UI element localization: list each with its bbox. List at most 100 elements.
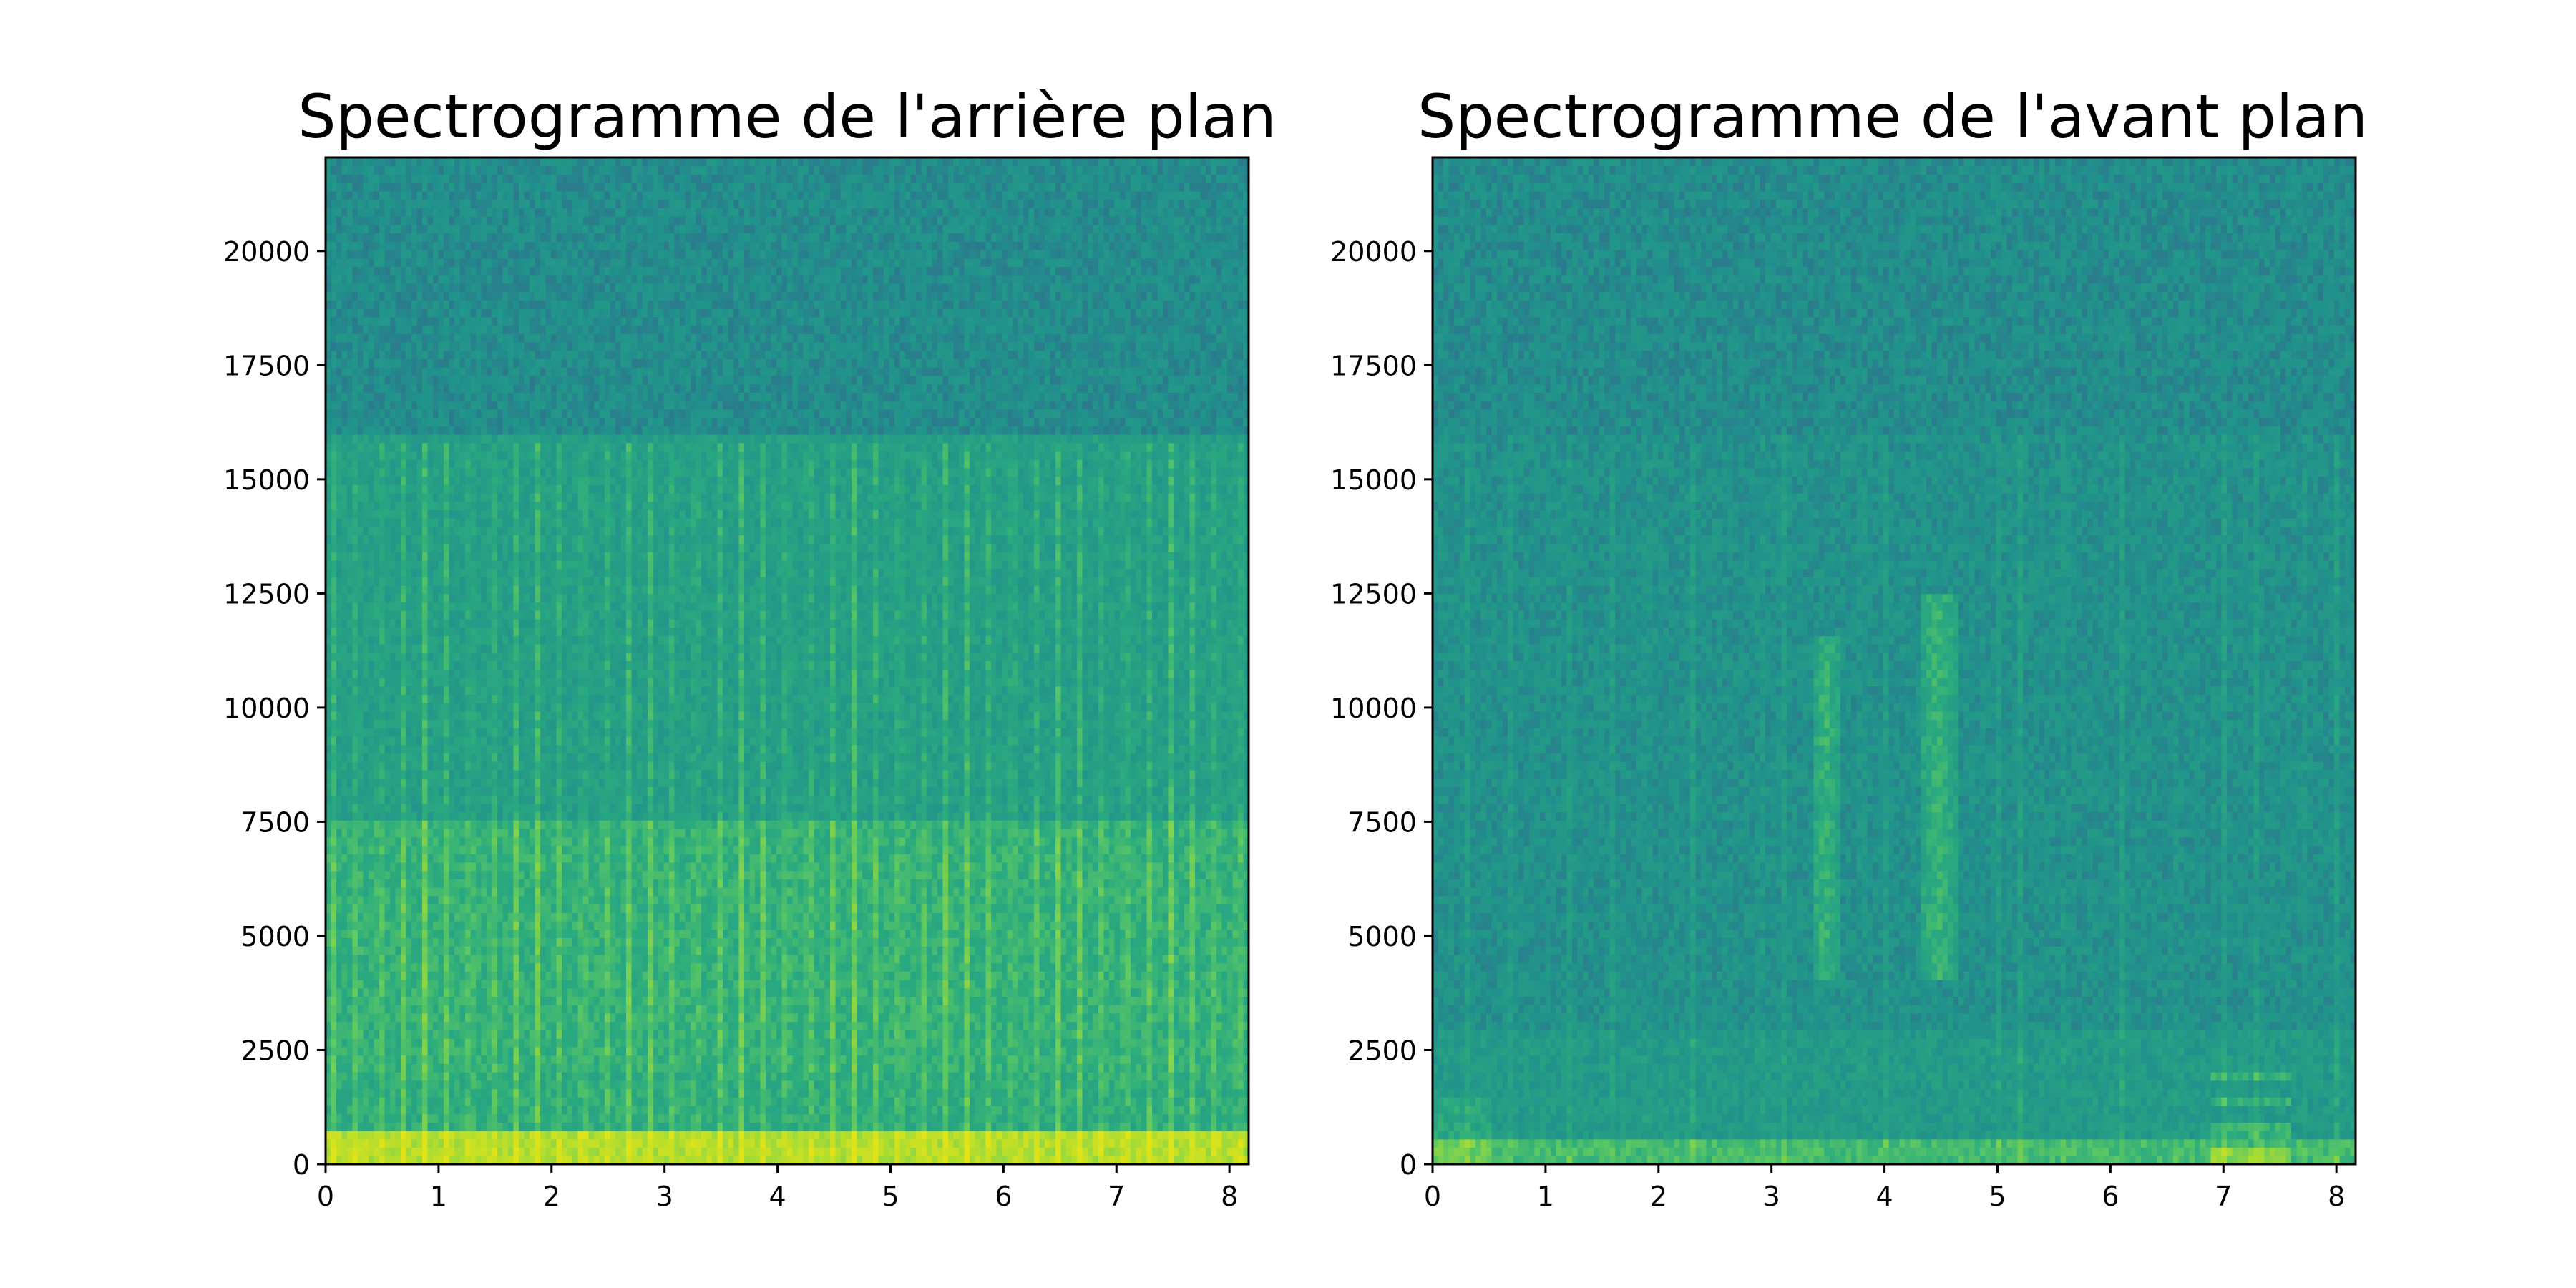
heatmap-cell <box>379 1097 385 1106</box>
heatmap-cell <box>385 804 391 812</box>
heatmap-cell <box>336 333 342 342</box>
heatmap-cell <box>331 653 337 661</box>
heatmap-cell <box>411 527 417 535</box>
heatmap-cell <box>364 1030 369 1038</box>
heatmap-cell <box>417 812 423 821</box>
heatmap-cell <box>358 887 364 896</box>
heatmap-cell <box>369 1148 374 1156</box>
heatmap-cell <box>353 594 358 602</box>
heatmap-cell <box>406 971 412 980</box>
heatmap-cell <box>374 854 380 862</box>
heatmap-cell <box>379 795 385 804</box>
heatmap-cell <box>331 703 337 711</box>
heatmap-cell <box>331 527 337 535</box>
heatmap-cell <box>406 174 412 182</box>
heatmap-cell <box>401 292 406 301</box>
heatmap-cell <box>406 569 412 577</box>
heatmap-cell <box>385 921 391 930</box>
heatmap-cell <box>411 610 417 619</box>
heatmap-cell <box>347 904 353 913</box>
heatmap-cell <box>342 862 348 871</box>
heatmap-cell <box>358 820 364 829</box>
heatmap-cell <box>385 988 391 997</box>
heatmap-cell <box>385 300 391 308</box>
heatmap-cell <box>364 1080 369 1089</box>
heatmap-cell <box>342 1072 348 1080</box>
heatmap-cell <box>411 694 417 703</box>
heatmap-cell <box>385 351 391 359</box>
heatmap-cell <box>390 417 396 426</box>
heatmap-cell <box>347 963 353 972</box>
heatmap-cell <box>342 417 348 426</box>
heatmap-cell <box>342 443 348 452</box>
heatmap-cell <box>336 241 342 250</box>
heatmap-cell <box>369 200 374 208</box>
heatmap-cell <box>390 594 396 602</box>
heatmap-cell <box>396 837 401 846</box>
heatmap-cell <box>406 157 412 166</box>
heatmap-cell <box>358 367 364 376</box>
heatmap-cell <box>358 266 364 275</box>
heatmap-cell <box>347 887 353 896</box>
heatmap-cell <box>336 535 342 544</box>
heatmap-cell <box>406 527 412 535</box>
heatmap-cell <box>385 711 391 720</box>
heatmap-cell <box>347 459 353 468</box>
heatmap-cell <box>379 937 385 946</box>
heatmap-cell <box>411 157 417 166</box>
heatmap-cell <box>353 635 358 644</box>
heatmap-cell <box>369 980 374 988</box>
heatmap-cell <box>336 484 342 493</box>
heatmap-cell <box>390 518 396 527</box>
heatmap-cell <box>358 879 364 887</box>
heatmap-cell <box>374 585 380 594</box>
heatmap-cell <box>379 1114 385 1123</box>
heatmap-cell <box>401 300 406 308</box>
heatmap-cell <box>353 770 358 779</box>
heatmap-cell <box>342 896 348 904</box>
heatmap-cell <box>374 930 380 938</box>
heatmap-cell <box>374 241 380 250</box>
heatmap-cell <box>390 283 396 292</box>
heatmap-cell <box>406 854 412 862</box>
heatmap-cell <box>342 937 348 946</box>
heatmap-cell <box>369 1022 374 1030</box>
heatmap-cell <box>369 509 374 518</box>
heatmap-cell <box>411 241 417 250</box>
heatmap-cell <box>411 703 417 711</box>
heatmap-cell <box>417 1038 423 1047</box>
heatmap-cell <box>358 653 364 661</box>
heatmap-cell <box>411 653 417 661</box>
heatmap-cell <box>358 728 364 736</box>
heatmap-cell <box>336 694 342 703</box>
heatmap-cell <box>342 266 348 275</box>
heatmap-cell <box>336 761 342 770</box>
heatmap-cell <box>336 1005 342 1013</box>
heatmap-cell <box>401 434 406 443</box>
heatmap-cell <box>347 258 353 267</box>
heatmap-cell <box>374 837 380 846</box>
heatmap-cell <box>390 795 396 804</box>
heatmap-cell <box>385 669 391 678</box>
heatmap-cell <box>385 426 391 434</box>
heatmap-cell <box>358 1088 364 1097</box>
heatmap-cell <box>411 837 417 846</box>
heatmap-cell <box>347 333 353 342</box>
heatmap-cell <box>353 946 358 955</box>
heatmap-cell <box>417 711 423 720</box>
heatmap-cell <box>411 493 417 502</box>
heatmap-cell <box>342 854 348 862</box>
heatmap-cell <box>411 308 417 317</box>
heatmap-cell <box>417 610 423 619</box>
heatmap-cell <box>411 845 417 854</box>
heatmap-cell <box>406 376 412 384</box>
heatmap-cell <box>411 1038 417 1047</box>
heatmap-cell <box>342 921 348 930</box>
heatmap-cell <box>353 854 358 862</box>
heatmap-cell <box>353 862 358 871</box>
heatmap-cell <box>358 426 364 434</box>
heatmap-cell <box>347 300 353 308</box>
heatmap-cell <box>374 711 380 720</box>
heatmap-cell <box>411 745 417 753</box>
heatmap-cell <box>385 770 391 779</box>
